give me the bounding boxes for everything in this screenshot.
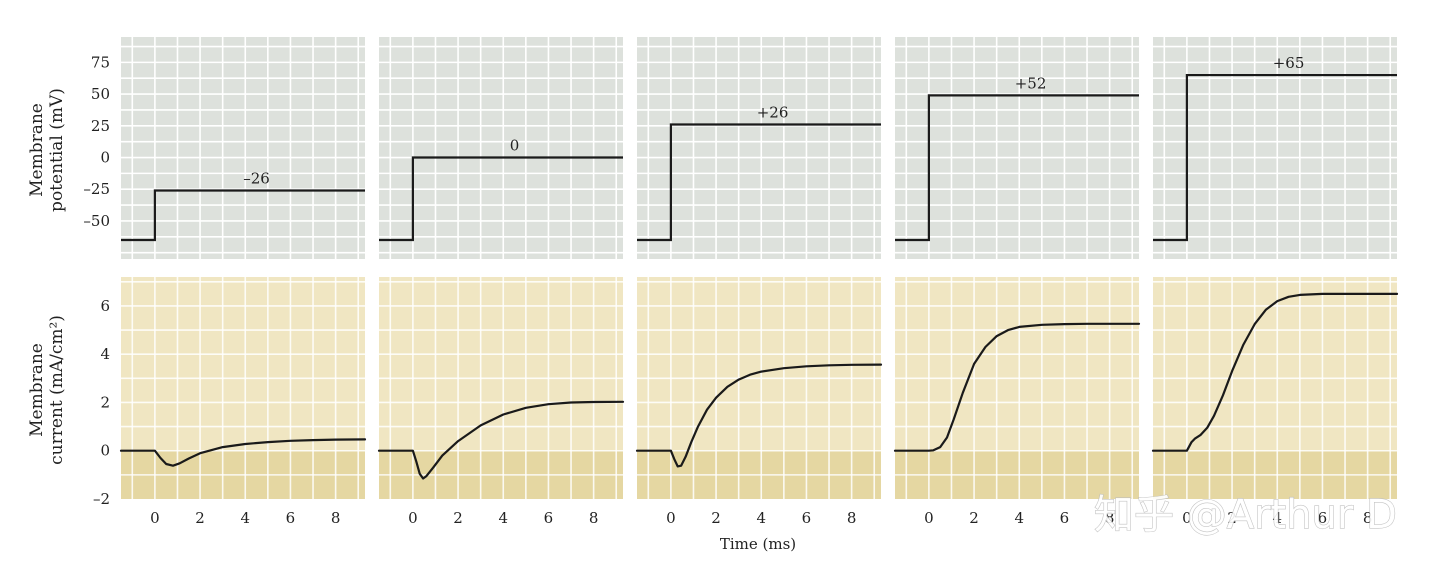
x-tick-label: 4 <box>1014 509 1024 527</box>
current-trace <box>377 400 625 480</box>
current-trace <box>893 322 1141 452</box>
x-tick-label: 6 <box>286 509 296 527</box>
voltage-step-trace <box>379 156 623 242</box>
voltage-step-label: +26 <box>757 104 789 122</box>
voltage-y-tick-label: –50 <box>83 212 110 230</box>
x-tick-label: 4 <box>498 509 508 527</box>
x-tick-label: 6 <box>1318 509 1328 527</box>
current-panel-4 <box>893 277 1141 499</box>
current-trace <box>1151 292 1399 452</box>
voltage-y-tick-label: 75 <box>91 53 110 71</box>
voltage-step-label: –26 <box>243 169 270 187</box>
x-tick-label: 0 <box>1182 509 1192 527</box>
voltage-panel-background <box>637 37 881 259</box>
x-tick-label: 0 <box>408 509 418 527</box>
x-tick-label: 2 <box>711 509 721 527</box>
current-panel-3 <box>635 277 883 499</box>
voltage-panel-background <box>379 37 623 259</box>
current-trace <box>635 363 883 468</box>
current-y-tick-label: 0 <box>100 442 110 460</box>
x-tick-label: 0 <box>666 509 676 527</box>
x-tick-label: 6 <box>544 509 554 527</box>
voltage-step-label: +52 <box>1015 74 1047 92</box>
x-tick-label: 0 <box>150 509 160 527</box>
x-tick-label: 8 <box>847 509 857 527</box>
current-axis-label-line1: Membrane <box>27 343 47 437</box>
x-tick-label: 0 <box>924 509 934 527</box>
x-tick-label: 8 <box>1363 509 1373 527</box>
voltage-panel-background <box>121 37 365 259</box>
current-y-tick-label: 6 <box>100 297 110 315</box>
current-trace <box>119 438 367 467</box>
voltage-step-trace <box>637 123 881 242</box>
x-tick-label: 2 <box>969 509 979 527</box>
time-x-axis: 0 2 4 6 8 0 2 4 6 8 0 2 4 6 8 0 2 4 6 8 0 2 4 6 8 <box>150 509 1372 527</box>
voltage-y-tick-label: 25 <box>91 117 110 135</box>
current-y-axis: 6 4 2 0 –2 <box>93 297 110 508</box>
voltage-step-label: +65 <box>1273 54 1305 72</box>
voltage-panel-2: 0 <box>379 37 623 259</box>
voltage-y-tick-label: 50 <box>91 85 110 103</box>
voltage-panel-1: –26 <box>121 37 365 259</box>
x-tick-label: 8 <box>1105 509 1115 527</box>
voltage-step-trace <box>121 189 365 242</box>
x-tick-label: 8 <box>331 509 341 527</box>
x-tick-label: 2 <box>453 509 463 527</box>
voltage-axis-label-line1: Membrane <box>27 103 47 197</box>
voltage-panel-4: +52 <box>895 37 1139 259</box>
current-panel-5 <box>1151 277 1399 499</box>
voltage-y-axis: 75 50 25 0 –25 –50 <box>83 53 110 230</box>
x-tick-label: 2 <box>195 509 205 527</box>
x-tick-label: 4 <box>240 509 250 527</box>
x-tick-label: 6 <box>1060 509 1070 527</box>
x-tick-label: 4 <box>1272 509 1282 527</box>
x-tick-label: 6 <box>802 509 812 527</box>
voltage-y-tick-label: –25 <box>83 180 110 198</box>
voltage-axis-label-line2: potential (mV) <box>47 88 67 212</box>
current-y-tick-label: –2 <box>93 490 110 508</box>
voltage-y-tick-label: 0 <box>100 149 110 167</box>
voltage-step-label: 0 <box>510 137 520 155</box>
watermark-text: 知乎 @Arthur D <box>1094 492 1397 538</box>
voltage-step-trace <box>1153 73 1397 242</box>
current-panel-2 <box>377 277 625 499</box>
current-y-tick-label: 2 <box>100 393 110 411</box>
current-axis-label-line2: current (mA/cm²) <box>47 315 67 465</box>
current-panel-1 <box>119 277 367 499</box>
voltage-step-trace <box>895 94 1139 242</box>
x-axis-label: Time (ms) <box>720 535 796 553</box>
x-tick-label: 4 <box>756 509 766 527</box>
voltage-panel-5: +65 <box>1153 37 1397 259</box>
voltage-panel-background <box>895 37 1139 259</box>
panels-layer: –26 0 +26 +52 +65 <box>119 37 1399 499</box>
x-tick-label: 2 <box>1227 509 1237 527</box>
current-y-tick-label: 4 <box>100 345 110 363</box>
x-tick-label: 8 <box>589 509 599 527</box>
voltage-panel-3: +26 <box>637 37 881 259</box>
